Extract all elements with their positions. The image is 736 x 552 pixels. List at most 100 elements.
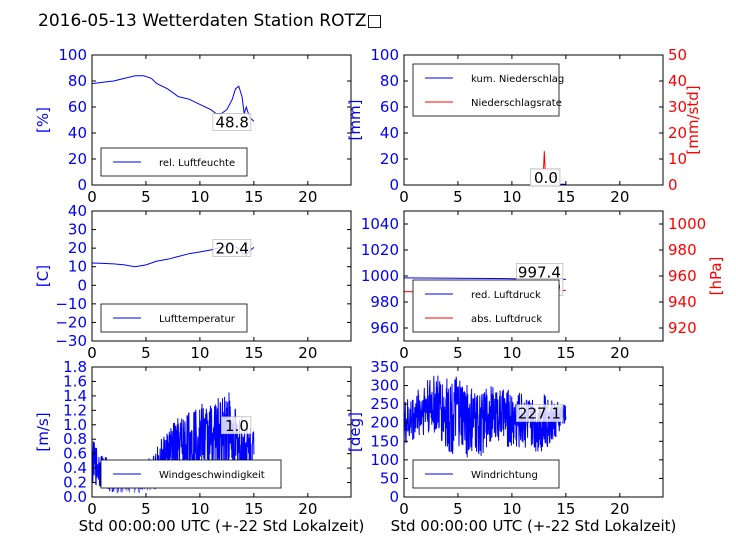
y-axis-label: [m/s] (34, 412, 52, 451)
legend-label: Windgeschwindigkeit (159, 470, 265, 481)
legend-label: Lufttemperatur (159, 314, 236, 325)
y2-tick-label: 20 (668, 124, 687, 142)
legend-box (100, 147, 248, 177)
legend-humidity: rel. Luftfeuchte (100, 147, 248, 177)
series-line-humidity-0 (92, 75, 255, 122)
y-tick-label: 150 (370, 432, 399, 450)
x-tick-label: 0 (87, 188, 97, 206)
y-tick-label: 960 (370, 319, 399, 337)
y-tick-label: 100 (370, 451, 399, 469)
y-tick-label: 250 (370, 395, 399, 413)
series-line-winddirection-0 (404, 375, 567, 458)
x-tick-label: 0 (399, 344, 409, 362)
legend-box (412, 459, 560, 489)
y-tick-label: 60 (380, 98, 399, 116)
y-tick-label: 40 (68, 202, 87, 220)
x-tick-label: 0 (87, 344, 97, 362)
x-tick-label: 5 (453, 344, 463, 362)
x-tick-label: 20 (298, 500, 317, 518)
value-box (530, 168, 561, 187)
y-tick-label: 60 (68, 98, 87, 116)
y2-tick-label: 1000 (668, 215, 706, 233)
y2-tick-label: 50 (668, 46, 687, 64)
y-axis-label: [C] (34, 265, 52, 287)
x-tick-label: 5 (141, 500, 151, 518)
x-tick-label: 10 (502, 500, 521, 518)
legend-temperature: Lufttemperatur (100, 303, 248, 333)
x-tick-label: 20 (298, 188, 317, 206)
legend-pressure: red. Luftdruck abs. Luftdruck (412, 279, 560, 333)
x-tick-label: 0 (87, 500, 97, 518)
legend-winddirection: Windrichtung (412, 459, 560, 489)
y-tick-label: 0.4 (63, 459, 87, 477)
y-tick-label: 0.2 (63, 474, 87, 492)
y2-tick-label: 940 (668, 293, 697, 311)
x-tick-label: 5 (141, 188, 151, 206)
x-tick-label: 10 (502, 344, 521, 362)
y-tick-label: 300 (370, 377, 399, 395)
x-tick-label: 0 (399, 500, 409, 518)
legend-label: abs. Luftdruck (471, 314, 542, 325)
x-tick-label: 15 (244, 344, 263, 362)
legend-windspeed: Windgeschwindigkeit (100, 459, 282, 489)
y-tick-label: 1.4 (63, 387, 87, 405)
value-box (221, 416, 252, 435)
y-tick-label: 200 (370, 414, 399, 432)
legend-label: Niederschlagsrate (471, 98, 562, 109)
x-tick-label: 20 (610, 500, 629, 518)
x-tick-label: 15 (244, 500, 263, 518)
y-tick-label: −10 (55, 295, 87, 313)
x-tick-label: 15 (244, 188, 263, 206)
y-tick-label: 0.8 (63, 430, 87, 448)
y2-axis-label: [hPa] (707, 257, 725, 296)
y2-axis-label: [mm/std] (684, 85, 702, 154)
legend-label: kum. Niederschlag (471, 74, 564, 85)
y-tick-label: −20 (55, 313, 87, 331)
y-axis-label: [mm] (346, 100, 364, 141)
x-tick-label: 15 (556, 500, 575, 518)
legend-label: red. Luftdruck (471, 290, 541, 301)
x-tick-label: 10 (502, 188, 521, 206)
chart-humidity: 0 5 10 15 20 0 20 40 60 80 100 [%] 48.8 rel. Luftfeuc… (34, 46, 352, 206)
y-axis-label: [%] (34, 107, 52, 133)
y2-tick-label: 960 (668, 267, 697, 285)
figure-title: 2016-05-13 Wetterdaten Station ROTZ□ (38, 11, 383, 31)
y2-tick-label: 10 (668, 150, 687, 168)
x-tick-label: 10 (190, 188, 209, 206)
y-tick-label: 350 (370, 358, 399, 376)
axes-frame-temperature (91, 210, 352, 342)
value-box (212, 239, 252, 257)
x-tick-label: 0 (399, 188, 409, 206)
y-tick-label: 50 (380, 469, 399, 487)
y-tick-label: 1.2 (63, 401, 87, 419)
y-tick-label: 0 (389, 176, 399, 194)
y2-tick-label: 0 (668, 176, 678, 194)
legend-precipitation: kum. Niederschlag Niederschlagsrate (412, 63, 564, 117)
value-annotation: 0.0 (534, 169, 558, 187)
value-annotation: 227.1 (518, 405, 561, 423)
legend-box (412, 279, 560, 333)
y-tick-label: 0.0 (63, 488, 87, 506)
x-tick-label: 20 (610, 344, 629, 362)
y-tick-label: −30 (55, 332, 87, 350)
y2-tick-label: 980 (668, 241, 697, 259)
x-tick-label: 5 (141, 344, 151, 362)
value-box (212, 113, 252, 131)
y-tick-label: 40 (68, 124, 87, 142)
y-tick-label: 0.6 (63, 445, 87, 463)
y-tick-label: 80 (68, 72, 87, 90)
y-tick-label: 80 (380, 72, 399, 90)
y-tick-label: 1.0 (63, 416, 87, 434)
legend-label: rel. Luftfeuchte (159, 158, 235, 169)
y-tick-label: 10 (68, 258, 87, 276)
y-tick-label: 30 (68, 221, 87, 239)
value-annotation: 1.0 (225, 417, 249, 435)
value-annotation: 20.4 (215, 239, 248, 257)
value-box (516, 404, 564, 422)
x-axis-label: Std 00:00:00 UTC (+-22 Std Lokalzeit) (79, 517, 365, 535)
y2-tick-label: 40 (668, 72, 687, 90)
y-tick-label: 1.6 (63, 372, 87, 390)
y-tick-label: 20 (68, 150, 87, 168)
